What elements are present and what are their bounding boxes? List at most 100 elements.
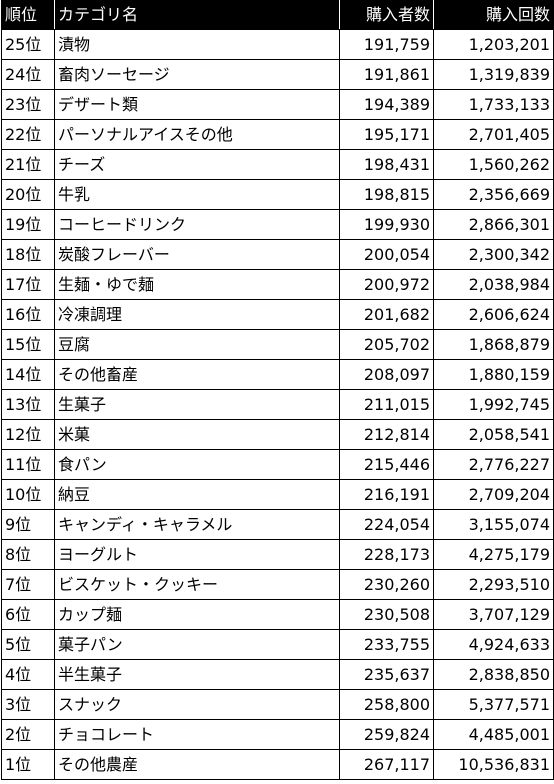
table-row: 12位 米菓 212,814 2,058,541	[1, 419, 554, 450]
table-row: 2位 チョコレート 259,824 4,485,001	[1, 719, 554, 750]
table-row: 17位 生麺・ゆで麺 200,972 2,038,984	[1, 269, 554, 300]
purchases-cell: 5,377,571	[433, 689, 554, 720]
buyers-cell: 228,173	[339, 539, 434, 570]
purchases-cell: 2,709,204	[433, 479, 554, 510]
table-header: 順位 カテゴリ名 購入者数 購入回数	[1, 0, 554, 30]
rank-cell: 19位	[1, 209, 55, 240]
purchases-cell: 2,866,301	[433, 209, 554, 240]
purchases-cell: 1,319,839	[433, 59, 554, 90]
table-row: 13位 生菓子 211,015 1,992,745	[1, 389, 554, 420]
purchases-cell: 2,293,510	[433, 569, 554, 600]
category-cell: ヨーグルト	[54, 539, 340, 570]
rank-cell: 25位	[1, 29, 55, 60]
rank-cell: 21位	[1, 149, 55, 180]
category-cell: コーヒードリンク	[54, 209, 340, 240]
header-category: カテゴリ名	[54, 0, 340, 30]
table-row: 15位 豆腐 205,702 1,868,879	[1, 329, 554, 360]
header-row: 順位 カテゴリ名 購入者数 購入回数	[1, 0, 554, 30]
rank-cell: 10位	[1, 479, 55, 510]
table-row: 3位 スナック 258,800 5,377,571	[1, 689, 554, 720]
purchases-cell: 2,058,541	[433, 419, 554, 450]
purchases-cell: 2,776,227	[433, 449, 554, 480]
purchases-cell: 1,560,262	[433, 149, 554, 180]
buyers-cell: 191,759	[339, 29, 434, 60]
category-cell: 菓子パン	[54, 629, 340, 660]
category-cell: パーソナルアイスその他	[54, 119, 340, 150]
category-cell: スナック	[54, 689, 340, 720]
table-row: 5位 菓子パン 233,755 4,924,633	[1, 629, 554, 660]
buyers-cell: 267,117	[339, 749, 434, 780]
rank-cell: 20位	[1, 179, 55, 210]
purchases-cell: 2,838,850	[433, 659, 554, 690]
category-cell: 半生菓子	[54, 659, 340, 690]
rank-cell: 5位	[1, 629, 55, 660]
header-purchases: 購入回数	[433, 0, 554, 30]
table-row: 23位 デザート類 194,389 1,733,133	[1, 89, 554, 120]
rank-cell: 17位	[1, 269, 55, 300]
purchases-cell: 4,275,179	[433, 539, 554, 570]
category-cell: ビスケット・クッキー	[54, 569, 340, 600]
purchases-cell: 1,880,159	[433, 359, 554, 390]
buyers-cell: 259,824	[339, 719, 434, 750]
purchases-cell: 2,606,624	[433, 299, 554, 330]
rank-cell: 1位	[1, 749, 55, 780]
rank-cell: 9位	[1, 509, 55, 540]
category-cell: キャンディ・キャラメル	[54, 509, 340, 540]
table-row: 25位 漬物 191,759 1,203,201	[1, 29, 554, 60]
category-cell: チョコレート	[54, 719, 340, 750]
purchases-cell: 3,707,129	[433, 599, 554, 630]
purchases-cell: 1,992,745	[433, 389, 554, 420]
table-body: 25位 漬物 191,759 1,203,201 24位 畜肉ソーセージ 191,861 1,…	[1, 29, 554, 780]
rank-cell: 7位	[1, 569, 55, 600]
category-cell: 豆腐	[54, 329, 340, 360]
buyers-cell: 200,054	[339, 239, 434, 270]
rank-cell: 3位	[1, 689, 55, 720]
category-cell: 漬物	[54, 29, 340, 60]
rank-cell: 8位	[1, 539, 55, 570]
category-cell: その他農産	[54, 749, 340, 780]
purchases-cell: 2,300,342	[433, 239, 554, 270]
table-row: 18位 炭酸フレーバー 200,054 2,300,342	[1, 239, 554, 270]
table-row: 20位 牛乳 198,815 2,356,669	[1, 179, 554, 210]
buyers-cell: 216,191	[339, 479, 434, 510]
buyers-cell: 191,861	[339, 59, 434, 90]
buyers-cell: 200,972	[339, 269, 434, 300]
rank-cell: 22位	[1, 119, 55, 150]
rank-cell: 4位	[1, 659, 55, 690]
purchases-cell: 4,924,633	[433, 629, 554, 660]
table-row: 21位 チーズ 198,431 1,560,262	[1, 149, 554, 180]
buyers-cell: 198,431	[339, 149, 434, 180]
buyers-cell: 233,755	[339, 629, 434, 660]
buyers-cell: 235,637	[339, 659, 434, 690]
category-cell: チーズ	[54, 149, 340, 180]
table-row: 14位 その他畜産 208,097 1,880,159	[1, 359, 554, 390]
header-rank: 順位	[1, 0, 55, 30]
table-row: 8位 ヨーグルト 228,173 4,275,179	[1, 539, 554, 570]
purchases-cell: 1,733,133	[433, 89, 554, 120]
rank-cell: 13位	[1, 389, 55, 420]
category-cell: その他畜産	[54, 359, 340, 390]
buyers-cell: 208,097	[339, 359, 434, 390]
category-cell: 畜肉ソーセージ	[54, 59, 340, 90]
buyers-cell: 230,508	[339, 599, 434, 630]
buyers-cell: 205,702	[339, 329, 434, 360]
category-cell: 冷凍調理	[54, 299, 340, 330]
table-row: 16位 冷凍調理 201,682 2,606,624	[1, 299, 554, 330]
rank-cell: 16位	[1, 299, 55, 330]
rank-cell: 18位	[1, 239, 55, 270]
buyers-cell: 215,446	[339, 449, 434, 480]
buyers-cell: 194,389	[339, 89, 434, 120]
buyers-cell: 224,054	[339, 509, 434, 540]
category-cell: 食パン	[54, 449, 340, 480]
header-buyers: 購入者数	[339, 0, 434, 30]
table-row: 24位 畜肉ソーセージ 191,861 1,319,839	[1, 59, 554, 90]
category-cell: 納豆	[54, 479, 340, 510]
buyers-cell: 198,815	[339, 179, 434, 210]
purchases-cell: 2,356,669	[433, 179, 554, 210]
table-row: 11位 食パン 215,446 2,776,227	[1, 449, 554, 480]
purchases-cell: 1,203,201	[433, 29, 554, 60]
category-cell: 生麺・ゆで麺	[54, 269, 340, 300]
rank-cell: 2位	[1, 719, 55, 750]
table-row: 22位 パーソナルアイスその他 195,171 2,701,405	[1, 119, 554, 150]
